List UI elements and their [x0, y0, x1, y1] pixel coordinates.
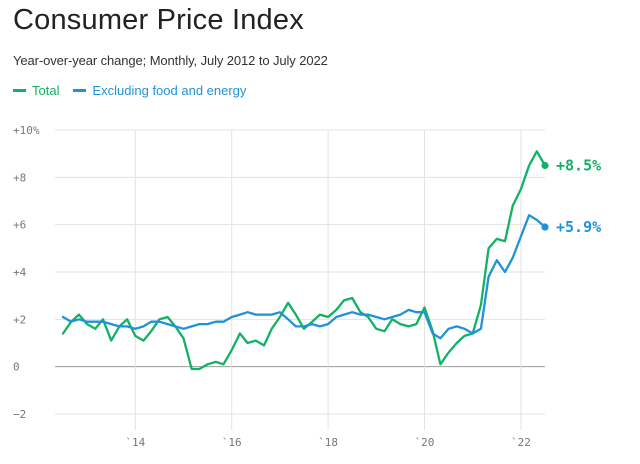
series-end-dot-1: [541, 223, 549, 231]
x-tick-label-3: `20: [415, 436, 435, 449]
legend-item-total: Total: [13, 83, 59, 98]
chart-subtitle: Year-over-year change; Monthly, July 201…: [13, 53, 328, 68]
y-tick-label-6: −2: [13, 408, 26, 421]
y-tick-label-2: +6: [13, 219, 26, 232]
y-tick-label-3: +4: [13, 266, 27, 279]
y-tick-label-1: +8: [13, 171, 26, 184]
x-tick-label-0: `14: [125, 436, 145, 449]
legend: Total Excluding food and energy: [13, 83, 260, 98]
y-tick-label-5: 0: [13, 361, 20, 374]
legend-item-core: Excluding food and energy: [73, 83, 246, 98]
series-end-dot-0: [541, 161, 549, 170]
x-tick-label-1: `16: [222, 436, 242, 449]
legend-label-core: Excluding food and energy: [92, 83, 247, 98]
y-tick-label-4: +2: [13, 313, 26, 326]
chart-title: Consumer Price Index: [13, 4, 304, 36]
legend-label-total: Total: [32, 83, 60, 98]
series-end-label-1: +5.9%: [556, 218, 601, 236]
series-line-0: [61, 150, 547, 371]
x-tick-label-4: `22: [511, 436, 531, 449]
legend-swatch-core: [73, 89, 87, 92]
x-tick-label-2: `18: [318, 436, 338, 449]
series-line-1: [61, 214, 547, 340]
y-tick-label-0: +10%: [13, 124, 40, 137]
series-end-label-0: +8.5%: [556, 157, 601, 175]
legend-swatch-total: [13, 89, 26, 92]
